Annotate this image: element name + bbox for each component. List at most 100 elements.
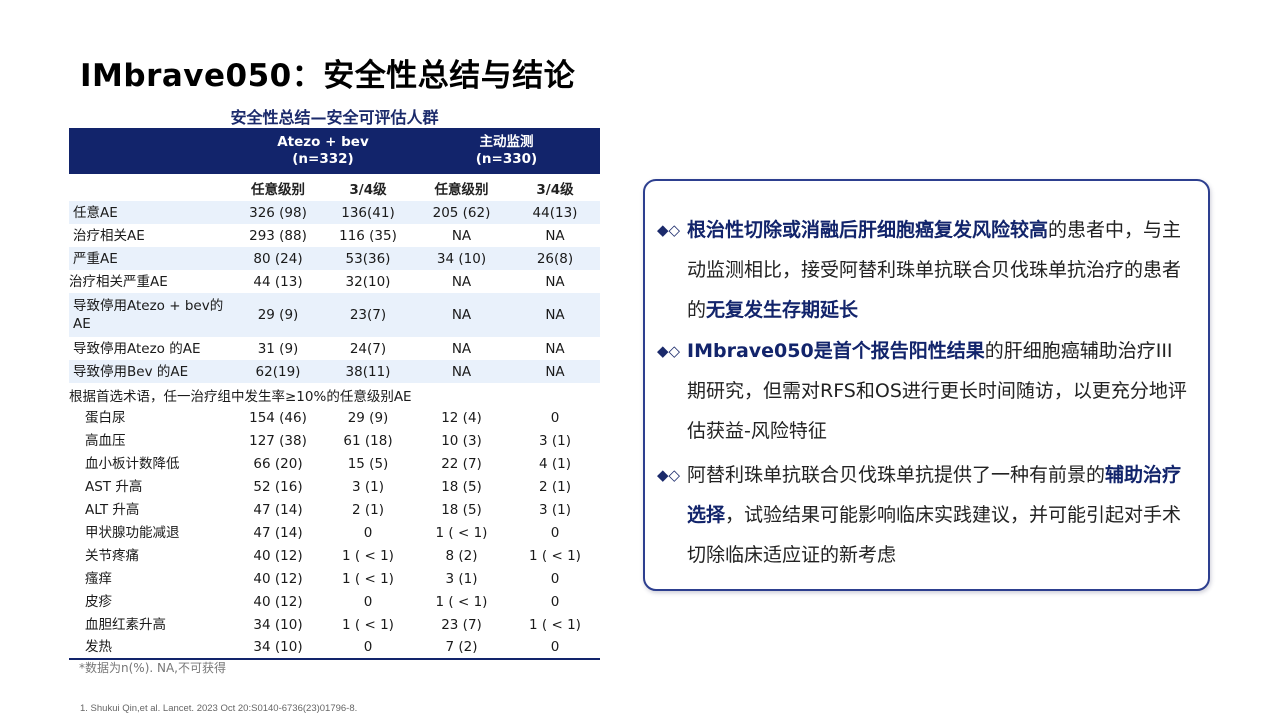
table-cell: NA: [413, 293, 510, 337]
table-row: ALT 升高 47 (14) 2 (1) 18 (5) 3 (1): [69, 498, 600, 521]
row-label: 血胆红素升高: [85, 616, 166, 633]
table-cell: 62(19): [233, 360, 323, 383]
table-cell: 326 (98): [233, 201, 323, 224]
table-cell: 0: [510, 636, 600, 660]
table-cell: 47 (14): [253, 501, 303, 518]
table-cell: NA: [545, 227, 565, 244]
col-header: 3/4级: [349, 181, 387, 198]
row-label: 瘙痒: [85, 570, 112, 587]
table-cell: 40 (12): [253, 547, 303, 564]
table-row: 甲状腺功能减退 47 (14) 0 1 ( < 1) 0: [69, 521, 600, 544]
bullet-emphasis: 首个报告阳性结果: [832, 340, 985, 362]
bullet-body: 的肝细胞癌辅助治疗III期研究，但需对RFS和OS进行更长时间随访，以更充分地评…: [687, 340, 1187, 442]
table-cell: 53(36): [323, 247, 413, 270]
table-cell: 44 (13): [253, 273, 303, 290]
table-cell: 0: [363, 524, 373, 541]
table-cell: 34 (10): [253, 616, 303, 633]
table-cell: 0: [550, 409, 560, 426]
table-cell: 0: [550, 570, 560, 587]
row-label: 血小板计数降低: [85, 455, 180, 472]
bullet-body: ，试验结果可能影响临床实践建议，并可能引起对手术切除临床适应证的新考虑: [687, 504, 1182, 566]
row-label: 关节疼痛: [85, 547, 139, 564]
table-cell: 34 (10): [233, 636, 323, 660]
row-label: 导致停用Atezo 的AE: [73, 340, 201, 357]
table-cell: 116 (35): [339, 227, 397, 244]
table-cell: 44(13): [510, 201, 600, 224]
table-cell: NA: [451, 273, 472, 290]
bullet-emphasis: 辅助治疗选择: [687, 464, 1182, 526]
table-cell: NA: [510, 360, 600, 383]
group-name: Atezo + bev: [277, 134, 369, 150]
grade-header-row: 任意级别 3/4级 任意级别 3/4级: [69, 174, 600, 201]
table-row: 关节疼痛 40 (12) 1 ( < 1) 8 (2) 1 ( < 1): [69, 544, 600, 567]
table-cell: 7 (2): [413, 636, 510, 660]
table-cell: 136(41): [323, 201, 413, 224]
table-cell: NA: [413, 360, 510, 383]
table-cell: NA: [545, 273, 565, 290]
diamond-bullet-icon: ◆◇: [657, 342, 681, 360]
table-cell: 1 ( < 1): [435, 593, 488, 610]
row-label: AST 升高: [85, 478, 143, 495]
group-header-active-surveillance: 主动监测 (n=330): [413, 128, 600, 174]
table-cell: NA: [510, 293, 600, 337]
table-cell: 1 ( < 1): [342, 547, 394, 564]
table-cell: 1 ( < 1): [342, 570, 394, 587]
row-label: 治疗相关AE: [73, 227, 145, 244]
table-cell: 10 (3): [441, 432, 482, 449]
table-cell: 1 ( < 1): [529, 616, 581, 633]
table-cell: 34 (10): [413, 247, 510, 270]
bullet-text: IMbrave050是首个报告阳性结果的肝细胞癌辅助治疗III期研究，但需对RF…: [687, 331, 1187, 451]
table-cell: 3 (1): [351, 478, 384, 495]
bullet-text: 阿替利珠单抗联合贝伐珠单抗提供了一种有前景的辅助治疗选择，试验结果可能影响临床实…: [687, 455, 1187, 575]
header-blank: [69, 128, 233, 174]
bullet-body: 的患者中，与主动监测相比，接受阿替利珠单抗联合贝伐珠单抗治疗的患者的: [687, 219, 1182, 321]
table-row: 血小板计数降低 66 (20) 15 (5) 22 (7) 4 (1): [69, 452, 600, 475]
table-row: 蛋白尿 154 (46) 29 (9) 12 (4) 0: [69, 406, 600, 429]
table-cell: 0: [323, 636, 413, 660]
table-row: 皮疹 40 (12) 0 1 ( < 1) 0: [69, 590, 600, 613]
table-cell: 3 (1): [445, 570, 478, 587]
table-caption: 安全性总结—安全可评估人群: [230, 108, 439, 127]
row-label: 蛋白尿: [85, 409, 126, 426]
table-cell: 205 (62): [413, 201, 510, 224]
table-cell: 40 (12): [253, 593, 303, 610]
table-cell: NA: [451, 340, 472, 357]
table-cell: 31 (9): [257, 340, 299, 357]
table-cell: 18 (5): [441, 501, 482, 518]
bullet-emphasis: 根治性切除或消融后肝细胞癌复发风险较高: [687, 219, 1049, 241]
table-cell: 61 (18): [343, 432, 393, 449]
table-row: 严重AE 80 (24) 53(36) 34 (10) 26(8): [69, 247, 600, 270]
conclusion-bullet-2: ◆◇ IMbrave050是首个报告阳性结果的肝细胞癌辅助治疗III期研究，但需…: [657, 331, 1187, 451]
col-header: 任意级别: [251, 181, 305, 198]
table-cell: 47 (14): [253, 524, 303, 541]
row-label: 导致停用Bev 的AE: [69, 360, 233, 383]
table-cell: 2 (1): [538, 478, 571, 495]
table-cell: 24(7): [349, 340, 387, 357]
table-cell: 38(11): [323, 360, 413, 383]
table-cell: 80 (24): [233, 247, 323, 270]
table-cell: 66 (20): [253, 455, 303, 472]
table-row: 治疗相关严重AE 44 (13) 32(10) NA NA: [69, 270, 600, 293]
bullet-text: 根治性切除或消融后肝细胞癌复发风险较高的患者中，与主动监测相比，接受阿替利珠单抗…: [687, 210, 1187, 330]
table-cell: 1 ( < 1): [435, 524, 488, 541]
diamond-bullet-icon: ◆◇: [657, 466, 681, 484]
reference-citation: 1. Shukui Qin,et al. Lancet. 2023 Oct 20…: [80, 703, 358, 714]
table-cell: 26(8): [510, 247, 600, 270]
table-row: 发热 34 (10) 0 7 (2) 0: [69, 636, 600, 660]
table-cell: 22 (7): [441, 455, 482, 472]
table-row: 导致停用Bev 的AE 62(19) 38(11) NA NA: [69, 360, 600, 383]
header-blank: [69, 174, 233, 201]
table-cell: 29 (9): [347, 409, 389, 426]
bullet-emphasis: 无复发生存期延长: [706, 299, 859, 321]
row-label: 皮疹: [85, 593, 112, 610]
table-cell: NA: [545, 340, 565, 357]
table-cell: 127 (38): [249, 432, 307, 449]
table-cell: 2 (1): [351, 501, 384, 518]
table-cell: 52 (16): [253, 478, 303, 495]
row-label: 甲状腺功能减退: [85, 524, 180, 541]
table-row: 治疗相关AE 293 (88) 116 (35) NA NA: [69, 224, 600, 247]
group-n: (n=330): [475, 151, 538, 167]
conclusion-bullet-3: ◆◇ 阿替利珠单抗联合贝伐珠单抗提供了一种有前景的辅助治疗选择，试验结果可能影响…: [657, 455, 1187, 575]
table-cell: 0: [363, 593, 373, 610]
table-cell: NA: [451, 227, 472, 244]
